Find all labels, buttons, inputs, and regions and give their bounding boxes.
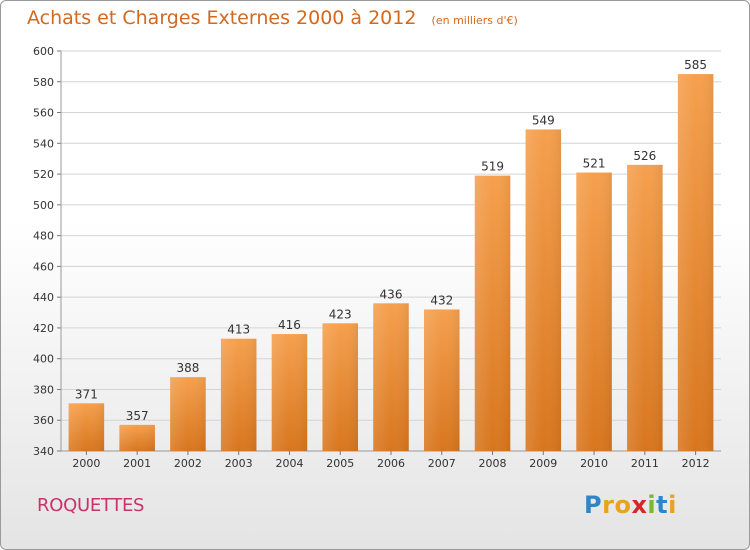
- x-tick-label-2006: 2006: [377, 457, 405, 470]
- bar-shade-2012: [677, 74, 714, 452]
- bar-value-label-2008: 519: [481, 160, 504, 174]
- y-tick-label: 560: [33, 107, 54, 120]
- bar-value-label-2011: 526: [633, 149, 656, 163]
- bar-shade-2004: [271, 334, 308, 451]
- bar-value-label-2003: 413: [227, 323, 250, 337]
- y-tick-label: 340: [33, 445, 54, 458]
- y-tick-label: 540: [33, 137, 54, 150]
- x-tick-label-2002: 2002: [174, 457, 202, 470]
- bar-value-label-2001: 357: [126, 409, 149, 423]
- logo-letter: t: [656, 491, 669, 519]
- y-tick-label: 440: [33, 291, 54, 304]
- x-tick-label-2012: 2012: [682, 457, 710, 470]
- y-tick-label: 420: [33, 322, 54, 335]
- logo-letter: i: [647, 491, 657, 519]
- bar-shade-2011: [627, 164, 663, 451]
- logo-letter: i: [668, 491, 677, 519]
- x-tick-label-2011: 2011: [631, 457, 659, 470]
- proxiti-logo: Proxiti: [584, 491, 677, 519]
- bar-value-label-2002: 388: [176, 361, 199, 375]
- chart-unit: (en milliers d'€): [431, 14, 518, 27]
- x-tick-label-2000: 2000: [72, 457, 100, 470]
- bar-value-label-2000: 371: [75, 387, 98, 401]
- logo-letter: o: [614, 491, 632, 519]
- bar-shade-2006: [373, 303, 409, 451]
- x-tick-label-2003: 2003: [225, 457, 253, 470]
- x-tick-label-2001: 2001: [123, 457, 151, 470]
- y-tick-label: 380: [33, 383, 54, 396]
- bar-shade-2005: [322, 323, 358, 451]
- x-tick-label-2005: 2005: [326, 457, 354, 470]
- bar-shade-2010: [576, 172, 612, 452]
- logo-letter: x: [631, 491, 648, 519]
- bar-shade-2009: [525, 129, 562, 451]
- y-tick-label: 520: [33, 168, 54, 181]
- bar-value-label-2012: 585: [684, 58, 707, 72]
- bar-value-label-2010: 521: [583, 157, 606, 171]
- bar-value-label-2004: 416: [278, 318, 301, 332]
- bar-value-label-2006: 436: [380, 287, 403, 301]
- commune-name: ROQUETTES: [37, 495, 145, 516]
- x-tick-label-2008: 2008: [479, 457, 507, 470]
- bar-value-label-2007: 432: [430, 293, 453, 307]
- chart-title: Achats et Charges Externes 2000 à 2012: [27, 7, 417, 29]
- y-tick-label: 480: [33, 230, 54, 243]
- x-axis-ticks: 2000 2001 2002 2003 2004 2005 2006 2007 2008 2009…: [72, 451, 710, 470]
- title-row: Achats et Charges Externes 2000 à 2012 (…: [27, 7, 518, 29]
- bars: 371 357 388 413 416 423 436 432 519 549 521 526 585: [68, 58, 714, 452]
- bar-shade-2000: [68, 403, 105, 451]
- y-tick-label: 500: [33, 199, 54, 212]
- y-tick-label: 360: [33, 414, 54, 427]
- bar-shade-2003: [220, 338, 257, 451]
- x-tick-label-2007: 2007: [428, 457, 456, 470]
- bar-shade-2001: [119, 424, 155, 451]
- bar-value-label-2009: 549: [532, 113, 555, 127]
- bar-shade-2007: [424, 309, 460, 451]
- x-tick-label-2004: 2004: [275, 457, 303, 470]
- x-tick-label-2010: 2010: [580, 457, 608, 470]
- logo-letter: r: [602, 491, 615, 519]
- y-tick-label: 460: [33, 260, 54, 273]
- bar-value-label-2005: 423: [329, 307, 352, 321]
- logo-letter: P: [584, 491, 603, 519]
- bar-shade-2002: [170, 377, 206, 451]
- y-tick-label: 600: [33, 45, 54, 58]
- y-tick-label: 400: [33, 353, 54, 366]
- y-tick-label: 580: [33, 76, 54, 89]
- x-tick-label-2009: 2009: [529, 457, 557, 470]
- bar-shade-2008: [474, 175, 511, 451]
